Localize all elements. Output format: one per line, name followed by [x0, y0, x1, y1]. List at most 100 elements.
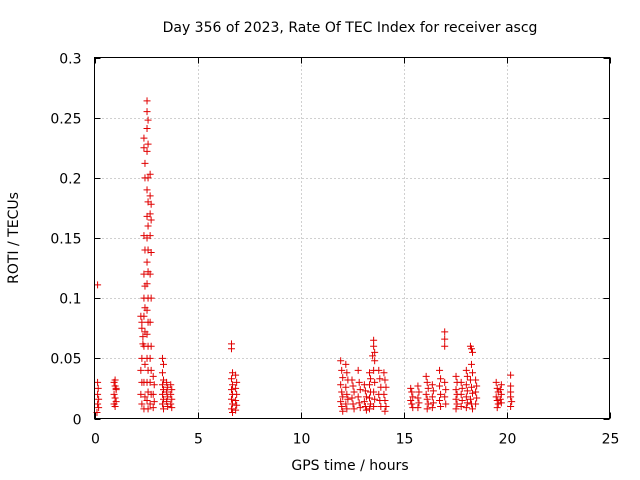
data-point: [457, 390, 465, 398]
y-tick-label: 0.3: [59, 52, 81, 68]
data-point: [342, 400, 350, 408]
data-point: [232, 384, 240, 392]
data-point: [414, 382, 422, 390]
data-point: [344, 395, 352, 403]
data-point: [143, 396, 151, 404]
y-tick-label: 0: [73, 413, 82, 429]
data-point: [158, 400, 166, 408]
data-point: [94, 384, 102, 392]
y-tick-label: 0.25: [50, 112, 81, 128]
data-point: [348, 394, 356, 402]
data-point: [140, 144, 148, 152]
data-point: [143, 330, 151, 338]
data-point: [146, 354, 154, 362]
data-point: [381, 407, 389, 415]
data-point: [422, 372, 430, 380]
x-tick-label: 20: [499, 432, 517, 448]
data-point: [469, 369, 477, 377]
data-point: [366, 369, 374, 377]
data-point: [337, 381, 345, 389]
data-point: [472, 388, 480, 396]
data-point: [339, 393, 347, 401]
data-point: [467, 383, 475, 391]
data-point: [146, 318, 154, 326]
data-point: [497, 381, 505, 389]
data-point: [462, 404, 470, 412]
data-point: [493, 396, 501, 404]
data-point: [147, 294, 155, 302]
data-point: [366, 381, 374, 389]
data-point: [143, 306, 151, 314]
x-tick-label: 25: [602, 432, 620, 448]
data-point: [168, 386, 176, 394]
y-tick-label: 0.05: [50, 352, 81, 368]
data-point: [150, 381, 158, 389]
data-point: [339, 374, 347, 382]
data-point: [382, 402, 390, 410]
data-point: [229, 381, 237, 389]
data-point: [407, 396, 415, 404]
data-point: [158, 354, 166, 362]
data-point: [409, 393, 417, 401]
data-point: [415, 388, 423, 396]
data-point: [441, 378, 449, 386]
data-point: [232, 371, 240, 379]
data-point: [422, 390, 430, 398]
data-point: [370, 342, 378, 350]
data-point: [143, 147, 151, 155]
y-tick-label: 0.1: [59, 292, 81, 308]
data-point: [356, 386, 364, 394]
data-point: [371, 378, 379, 386]
data-point: [137, 390, 145, 398]
data-point: [424, 400, 432, 408]
data-point: [227, 395, 235, 403]
plot-frame: [94, 57, 610, 419]
data-point: [354, 366, 362, 374]
data-point: [149, 372, 157, 380]
data-point: [139, 333, 147, 341]
data-point: [462, 381, 470, 389]
data-point: [141, 360, 149, 368]
data-point: [168, 395, 176, 403]
data-point: [349, 382, 357, 390]
data-point: [141, 393, 149, 401]
data-point: [342, 383, 350, 391]
data-point: [437, 402, 445, 410]
data-point: [138, 400, 146, 408]
data-point: [428, 393, 436, 401]
data-point: [497, 399, 505, 407]
data-point: [493, 404, 501, 412]
data-point: [441, 335, 449, 343]
data-point: [423, 395, 431, 403]
data-point: [469, 405, 477, 413]
data-point: [457, 402, 465, 410]
data-point: [507, 402, 515, 410]
data-point: [227, 375, 235, 383]
data-point: [143, 186, 151, 194]
data-point: [423, 378, 431, 386]
data-point: [493, 384, 501, 392]
data-point: [437, 375, 445, 383]
data-point: [354, 393, 362, 401]
data-point: [428, 404, 436, 412]
data-point: [463, 387, 471, 395]
data-point: [110, 390, 118, 398]
data-point: [441, 393, 449, 401]
data-point: [147, 366, 155, 374]
data-point: [375, 366, 383, 374]
data-point: [143, 124, 151, 132]
data-point: [94, 378, 102, 386]
data-point: [492, 393, 500, 401]
data-point: [382, 383, 390, 391]
data-point: [343, 390, 351, 398]
data-point: [496, 395, 504, 403]
data-point: [414, 404, 422, 412]
data-point: [507, 382, 515, 390]
data-point: [227, 386, 235, 394]
data-point: [424, 384, 432, 392]
grid-lines: [94, 57, 610, 419]
x-tick-label: 15: [396, 432, 414, 448]
data-point: [492, 378, 500, 386]
data-point: [441, 342, 449, 350]
data-point: [147, 342, 155, 350]
